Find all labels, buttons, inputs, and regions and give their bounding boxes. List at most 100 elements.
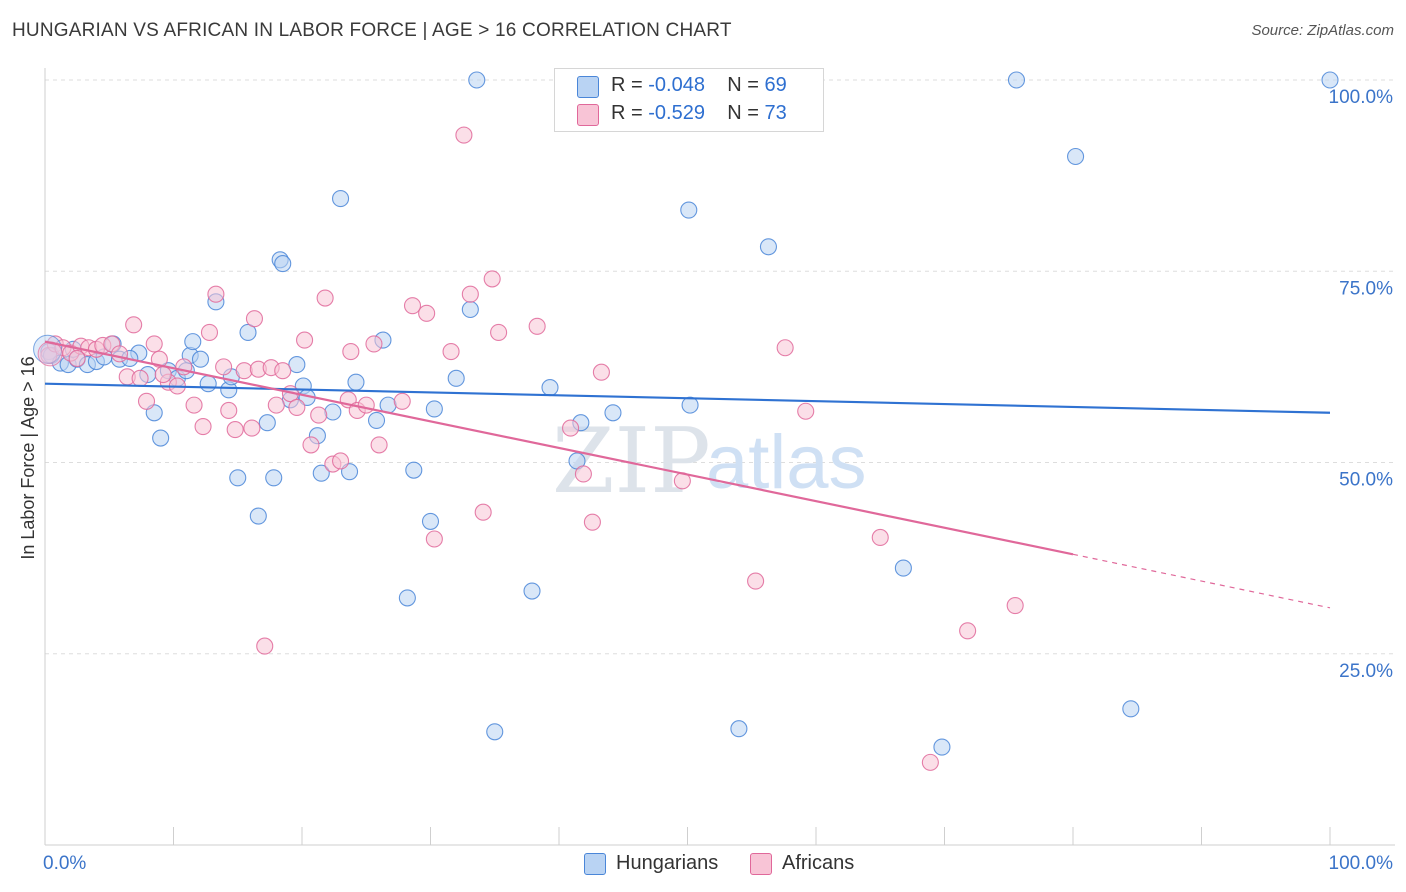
point-hungarians	[759, 238, 778, 256]
point-africans	[455, 126, 473, 144]
legend-swatch-africans	[577, 104, 599, 126]
axes	[44, 68, 1395, 846]
point-hungarians	[541, 378, 559, 397]
point-africans	[528, 317, 546, 335]
trend-line-hungarians	[44, 382, 1331, 414]
chart-title: HUNGARIAN VS AFRICAN IN LABOR FORCE | AG…	[12, 20, 732, 41]
legend-label-africans: Africans	[782, 852, 855, 874]
point-hungarians	[894, 559, 912, 577]
point-hungarians	[604, 404, 622, 422]
x-tick-label-min: 0.0%	[43, 853, 86, 874]
point-africans	[185, 396, 203, 414]
point-africans	[200, 323, 219, 342]
point-africans	[365, 335, 383, 353]
point-hungarians	[199, 375, 217, 393]
point-hungarians	[184, 333, 202, 351]
trend-line-extension-africans	[1072, 553, 1331, 609]
point-hungarians	[398, 589, 416, 607]
point-africans	[871, 528, 889, 547]
point-hungarians	[229, 469, 247, 487]
legend-n-label: N =	[727, 102, 759, 124]
point-hungarians	[331, 190, 350, 208]
point-hungarians	[681, 396, 699, 414]
point-africans	[474, 503, 492, 521]
point-africans	[425, 530, 443, 548]
point-africans	[1006, 597, 1024, 615]
x-tick-label-max: 100.0%	[1329, 853, 1394, 874]
point-africans	[370, 436, 388, 454]
legend-swatch-hungarians	[584, 853, 606, 875]
tick-labels: 25.0% 50.0% 75.0% 100.0% 0.0% 100.0%	[43, 87, 1393, 874]
point-hungarians	[461, 300, 479, 319]
trend-lines	[44, 340, 1331, 609]
point-africans	[215, 358, 233, 376]
point-hungarians	[258, 414, 276, 432]
point-africans	[747, 572, 765, 590]
point-africans	[959, 622, 977, 640]
stats-legend: R = -0.048 N = 69 R = -0.529 N = 73	[554, 68, 824, 132]
point-africans	[245, 310, 264, 328]
point-africans	[483, 270, 501, 288]
point-hungarians	[324, 403, 342, 421]
source-label: Source: ZipAtlas.com	[1251, 22, 1394, 39]
point-africans	[776, 339, 794, 357]
point-africans	[797, 402, 815, 420]
point-africans	[194, 417, 212, 436]
legend-r-value-hungarians: -0.048	[648, 74, 705, 96]
point-africans	[243, 419, 261, 437]
point-hungarians	[239, 323, 257, 342]
point-africans	[592, 363, 610, 381]
legend-swatch-africans	[750, 853, 772, 875]
legend-n-value-hungarians: 69	[764, 74, 787, 96]
watermark-atlas: atlas	[706, 420, 867, 505]
point-africans	[235, 362, 253, 380]
y-axis-label: In Labor Force | Age > 16	[18, 356, 38, 559]
legend-r-label: R =	[611, 74, 643, 96]
point-africans	[357, 396, 375, 414]
point-hungarians	[249, 507, 267, 525]
point-africans	[418, 304, 436, 322]
point-hungarians	[468, 71, 486, 89]
point-africans	[302, 436, 320, 454]
point-africans	[310, 406, 328, 424]
point-hungarians	[1122, 700, 1140, 718]
point-africans	[226, 421, 244, 439]
point-africans	[316, 289, 334, 307]
point-africans	[490, 323, 508, 342]
point-africans	[296, 331, 314, 349]
legend-n-label: N =	[727, 74, 759, 96]
point-africans	[574, 465, 592, 483]
y-tick-label: 50.0%	[1339, 470, 1393, 491]
y-tick-label: 75.0%	[1339, 278, 1393, 299]
point-africans	[256, 637, 274, 655]
legend-r-label: R =	[611, 102, 643, 124]
legend-swatch-hungarians	[577, 76, 599, 98]
point-africans	[125, 316, 143, 334]
point-africans	[220, 401, 238, 420]
y-tick-label: 25.0%	[1339, 661, 1393, 682]
point-hungarians	[191, 350, 210, 368]
trend-line-africans	[44, 340, 1074, 556]
point-hungarians	[1321, 71, 1339, 89]
point-hungarians	[274, 255, 292, 273]
point-africans	[154, 365, 172, 384]
point-hungarians	[265, 469, 283, 487]
point-hungarians	[312, 464, 330, 482]
point-africans	[331, 452, 350, 470]
point-africans	[274, 362, 292, 380]
point-hungarians	[1007, 71, 1026, 89]
point-hungarians	[367, 411, 386, 429]
point-hungarians	[447, 369, 465, 387]
point-africans	[921, 753, 939, 771]
point-hungarians	[523, 582, 541, 600]
point-hungarians	[933, 738, 951, 756]
point-africans	[562, 419, 580, 437]
point-africans	[583, 513, 601, 531]
point-hungarians	[1067, 147, 1085, 166]
point-africans	[442, 343, 460, 361]
point-africans	[403, 297, 422, 315]
legend-r-value-africans: -0.529	[648, 102, 705, 124]
point-africans	[288, 398, 306, 416]
y-tick-label: 100.0%	[1329, 87, 1394, 108]
legend-label-hungarians: Hungarians	[616, 852, 719, 874]
